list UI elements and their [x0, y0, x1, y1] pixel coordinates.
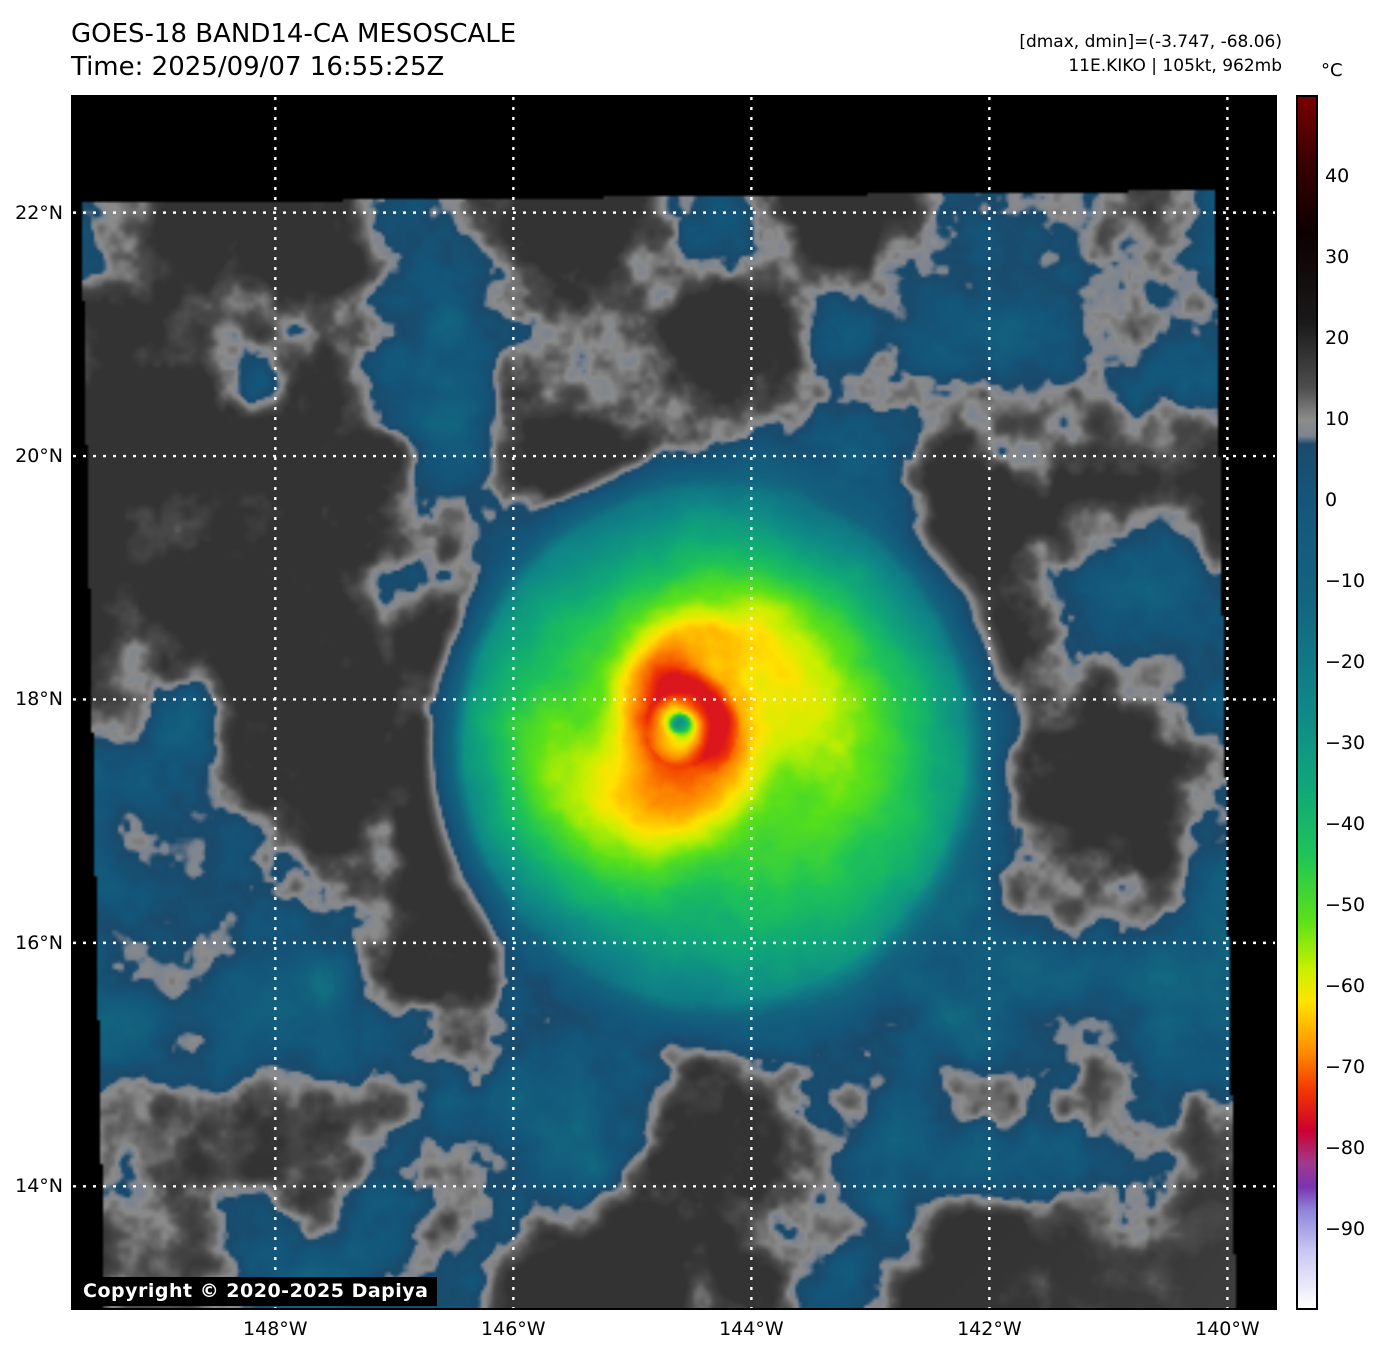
lon-tick-1: 146°W: [481, 1318, 546, 1340]
colorbar-unit-label: °C: [1321, 60, 1343, 81]
graticule: [73, 97, 1275, 1308]
colorbar-tick-6: −20: [1325, 651, 1366, 673]
lat-tick-3: 16°N: [15, 931, 63, 954]
data-range-label: [dmax, dmin]=(-3.747, -68.06): [1019, 32, 1282, 52]
lat-tick-0: 22°N: [15, 201, 63, 224]
storm-info-label: 11E.KIKO | 105kt, 962mb: [1068, 56, 1282, 76]
page-title: GOES-18 BAND14-CA MESOSCALE: [71, 19, 517, 49]
lon-tick-2: 144°W: [719, 1318, 784, 1340]
timestamp-label: Time: 2025/09/07 16:55:25Z: [71, 52, 445, 82]
colorbar-tick-8: −40: [1325, 813, 1366, 835]
satellite-imagery: [73, 97, 1275, 1308]
colorbar-tick-1: 30: [1325, 246, 1350, 268]
colorbar[interactable]: [1296, 95, 1318, 1310]
colorbar-tick-5: −10: [1325, 570, 1366, 592]
colorbar-tick-10: −60: [1325, 975, 1366, 997]
lat-tick-2: 18°N: [15, 688, 63, 711]
lat-tick-1: 20°N: [15, 445, 63, 468]
ir-brightness-temperature-field: [73, 97, 1275, 1308]
copyright-watermark: Copyright © 2020-2025 Dapiya: [74, 1277, 438, 1306]
colorbar-tick-13: −90: [1325, 1218, 1366, 1240]
colorbar-tick-12: −80: [1325, 1137, 1366, 1159]
colorbar-tick-3: 10: [1325, 408, 1350, 430]
lat-tick-4: 14°N: [15, 1175, 63, 1198]
colorbar-tick-9: −50: [1325, 894, 1366, 916]
colorbar-tick-7: −30: [1325, 732, 1366, 754]
satellite-image-plot[interactable]: [71, 95, 1277, 1310]
lon-tick-4: 140°W: [1195, 1318, 1260, 1340]
lon-tick-0: 148°W: [243, 1318, 308, 1340]
colorbar-tick-2: 20: [1325, 327, 1350, 349]
header-title-block: GOES-18 BAND14-CA MESOSCALE Time: 2025/0…: [71, 18, 516, 84]
colorbar-tick-4: 0: [1325, 489, 1338, 511]
header-meta-block: [dmax, dmin]=(-3.747, -68.06) 11E.KIKO |…: [1019, 30, 1282, 78]
lon-tick-3: 142°W: [957, 1318, 1022, 1340]
colorbar-tick-0: 40: [1325, 165, 1350, 187]
colorbar-tick-11: −70: [1325, 1056, 1366, 1078]
